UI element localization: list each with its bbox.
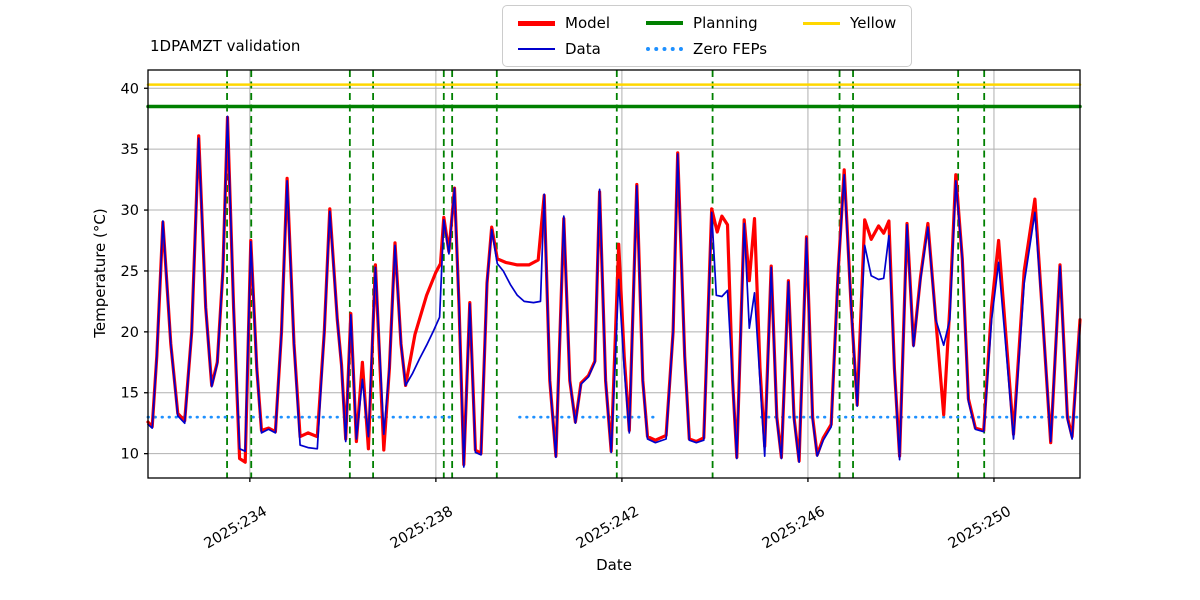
legend-label: Data — [565, 39, 601, 58]
y-tick-label: 10 — [121, 447, 139, 463]
legend-label: Planning — [693, 14, 758, 32]
legend: Model Data Planning Zero FEPs Yellow — [502, 5, 913, 67]
legend-line-sample-data — [518, 47, 555, 50]
legend-label: Model — [565, 14, 611, 32]
legend-label: Zero FEPs — [693, 39, 768, 58]
axes-frame — [147, 69, 1081, 479]
x-tick-label: 2025:234 — [202, 504, 270, 553]
y-tick-label: 40 — [121, 81, 139, 97]
y-tick-label: 25 — [121, 264, 139, 280]
y-tick-label: 30 — [121, 203, 139, 219]
legend-entry-zero-feps: Zero FEPs — [646, 39, 768, 58]
x-axis-label: Date — [596, 556, 632, 574]
y-tick-label: 20 — [121, 325, 139, 341]
legend-line-sample-planning — [646, 21, 684, 26]
legend-entry-yellow: Yellow — [803, 15, 896, 32]
x-tick-label: 2025:238 — [388, 504, 456, 553]
legend-line-sample-yellow — [803, 21, 841, 25]
chart-title: 1DPAMZT validation — [150, 37, 301, 55]
legend-line-sample-zero-feps — [646, 46, 684, 51]
y-axis-label: Temperature (°C) — [91, 208, 109, 338]
series-line-data — [147, 115, 1081, 468]
legend-label: Yellow — [850, 14, 897, 32]
x-tick-label: 2025:242 — [574, 504, 642, 553]
legend-entry-data: Data — [518, 39, 610, 58]
series-line-model — [146, 115, 1082, 467]
y-tick-label: 35 — [121, 142, 139, 158]
legend-entry-model: Model — [518, 15, 610, 32]
x-tick-label: 2025:250 — [946, 504, 1014, 553]
x-tick-label: 2025:246 — [760, 504, 828, 553]
y-tick-label: 15 — [121, 386, 139, 402]
legend-line-sample-model — [518, 20, 555, 26]
legend-entry-planning: Planning — [646, 15, 767, 32]
